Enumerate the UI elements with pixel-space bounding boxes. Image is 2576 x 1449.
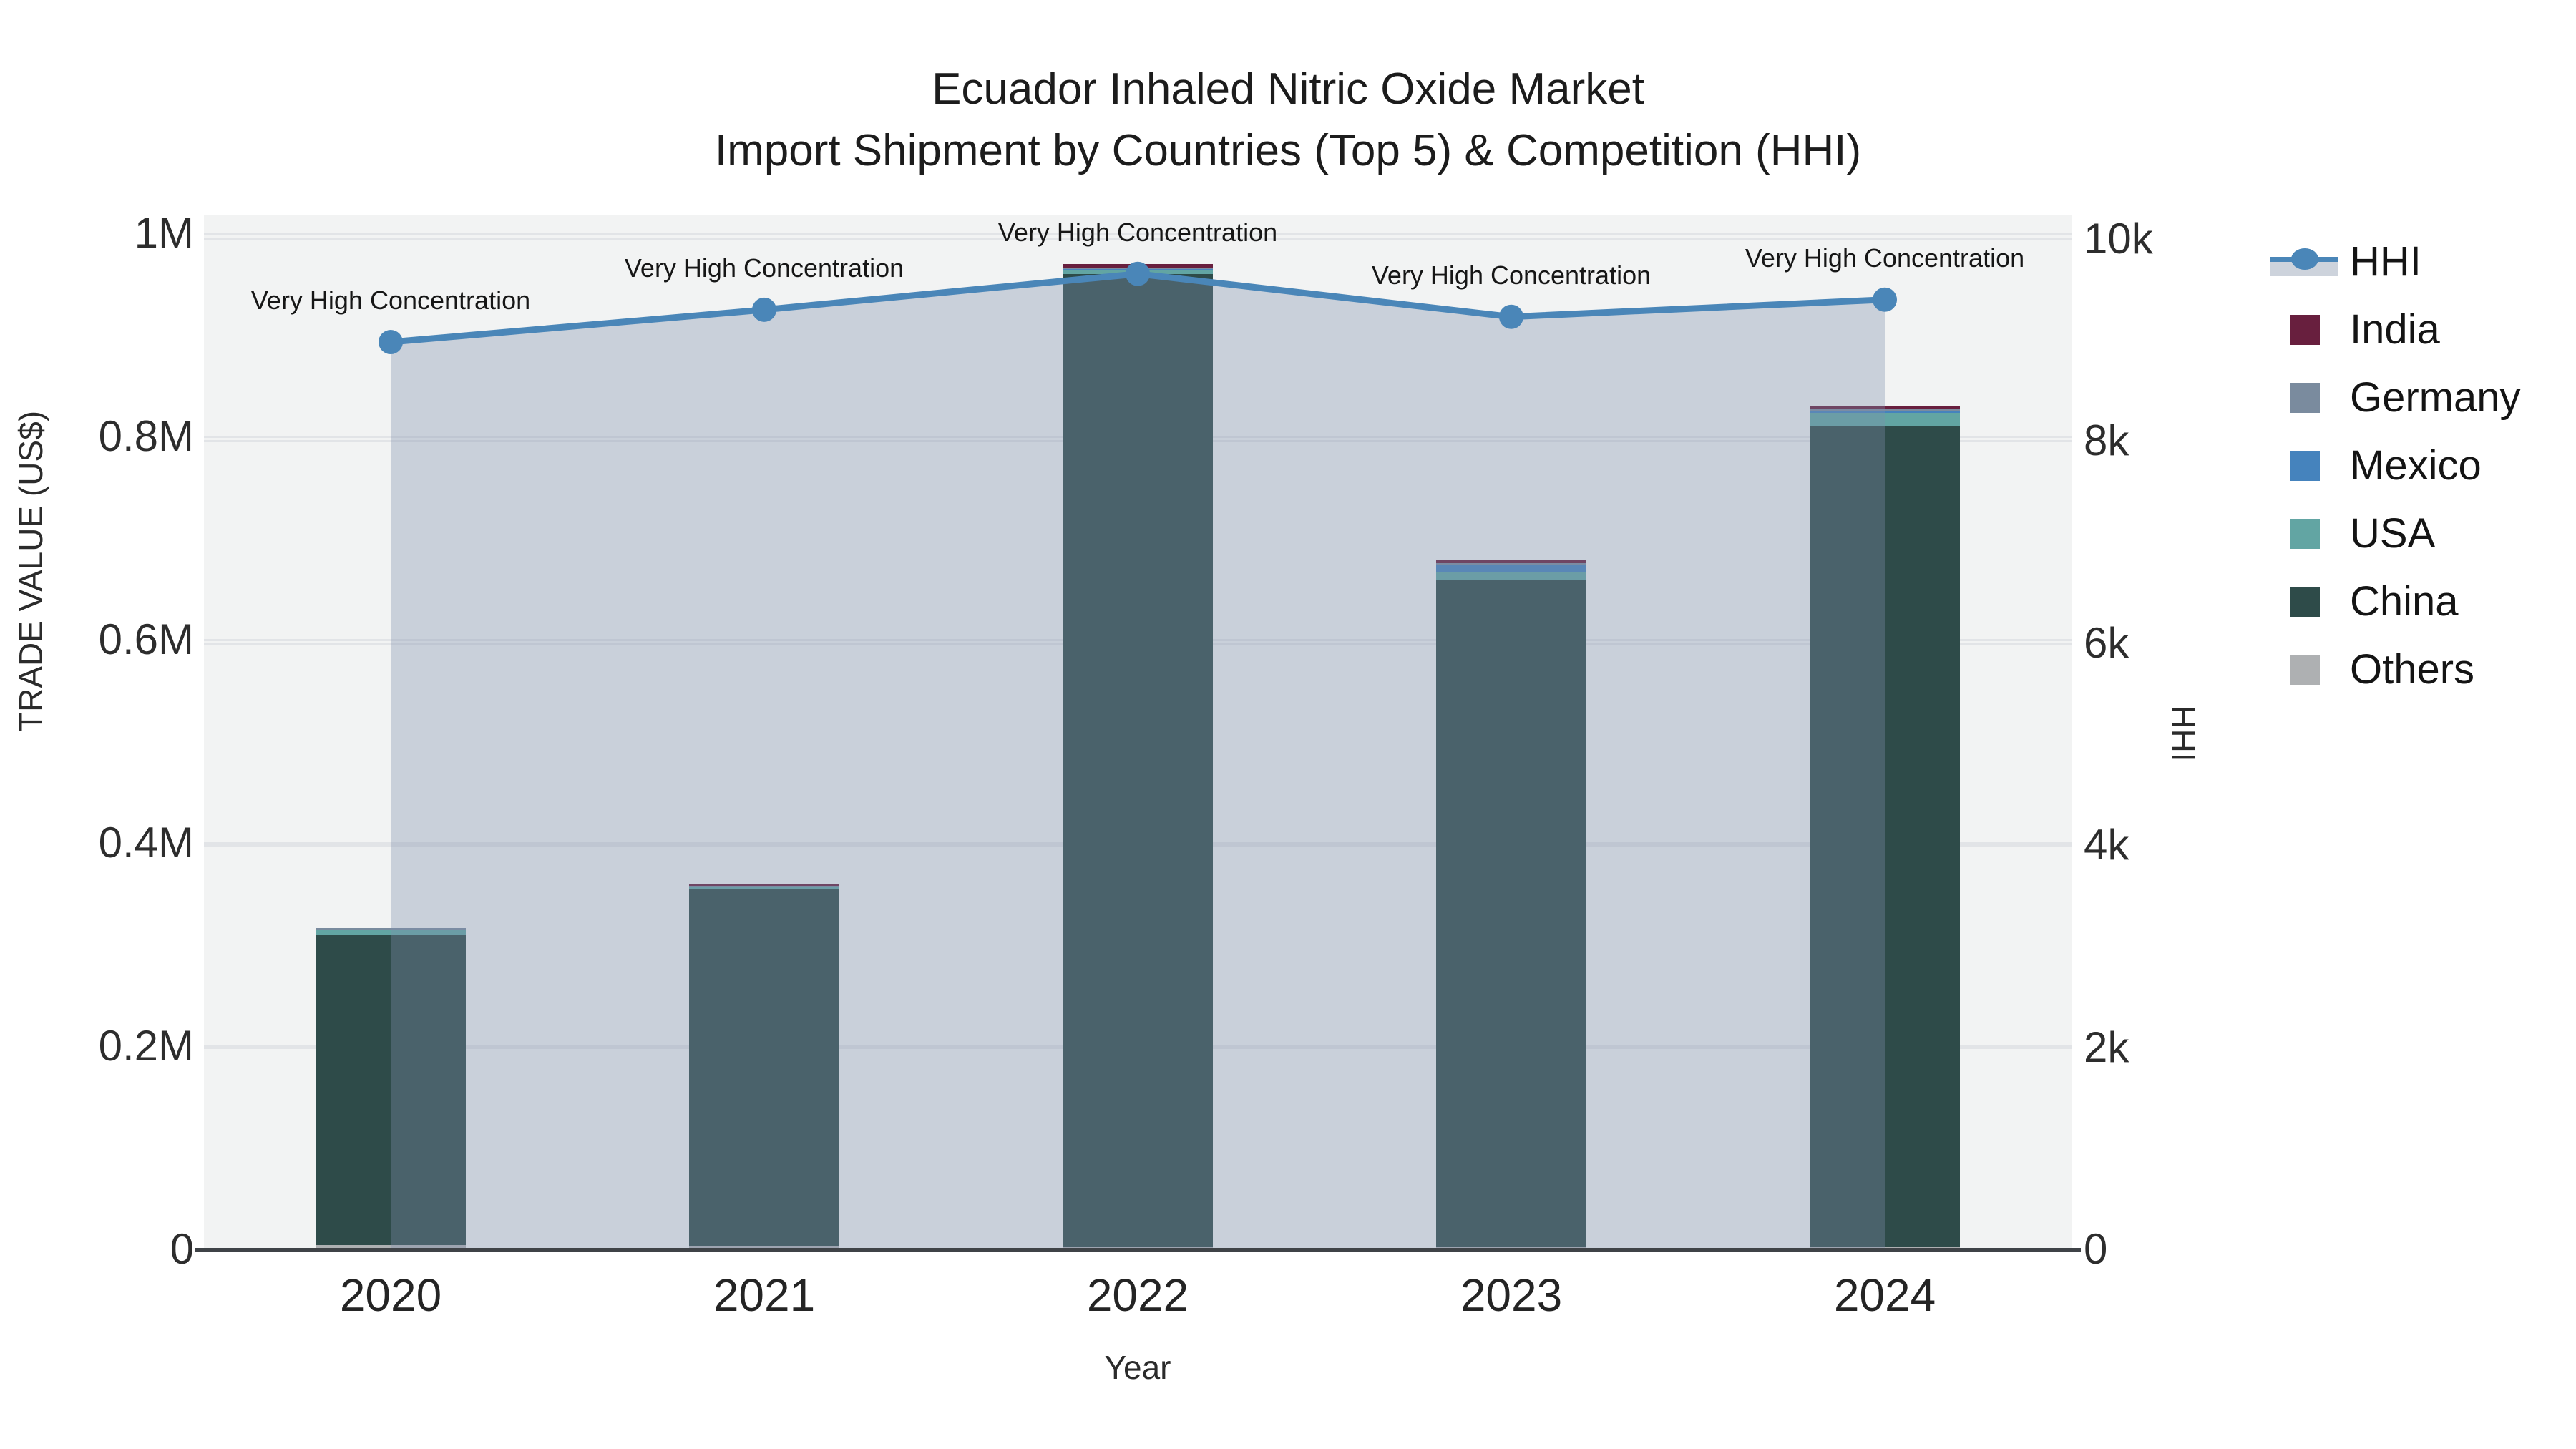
y-right-tick-2k: 2k	[2084, 1023, 2129, 1071]
x-tick-2024: 2024	[1833, 1269, 1936, 1321]
x-tick-2023: 2023	[1460, 1269, 1563, 1321]
legend-label-india: India	[2350, 306, 2440, 353]
bar-segment-2020-USA[interactable]	[316, 930, 466, 936]
hhi-marker-2021[interactable]	[752, 297, 776, 322]
y-right-tick-6k: 6k	[2084, 618, 2129, 667]
hhi-marker-2020[interactable]	[379, 330, 403, 355]
legend-item-india[interactable]: India	[2270, 296, 2521, 364]
y-left-tick-0.6M: 0.6M	[98, 615, 194, 663]
legend-color-swatch-icon	[2270, 431, 2341, 499]
y-left-tick-0.4M: 0.4M	[98, 819, 194, 867]
bar-2024[interactable]	[1810, 215, 1960, 1249]
bar-segment-2021-Germany[interactable]	[689, 886, 839, 887]
bar-segment-2021-USA[interactable]	[689, 887, 839, 889]
annotation-2023: Very High Concentration	[1371, 260, 1652, 290]
legend-swatch-mexico	[2290, 451, 2320, 481]
y-axis-right-title: HHI	[2165, 705, 2202, 762]
plot-area: Very High Concentration Very High Concent…	[204, 215, 2072, 1249]
annotation-2024: Very High Concentration	[1745, 243, 2025, 273]
x-tick-2022: 2022	[1086, 1269, 1189, 1321]
hhi-line-layer	[379, 261, 1897, 1249]
bar-2020[interactable]	[316, 215, 466, 1249]
legend-item-mexico[interactable]: Mexico	[2270, 431, 2521, 499]
bar-segment-2024-China[interactable]	[1810, 426, 1960, 1248]
legend-label-others: Others	[2350, 645, 2475, 693]
bar-2021[interactable]	[689, 215, 839, 1249]
legend-label-usa: USA	[2350, 509, 2436, 557]
chart-title-line1: Ecuador Inhaled Nitric Oxide Market	[932, 64, 1644, 114]
chart-title-line2: Import Shipment by Countries (Top 5) & C…	[714, 126, 1862, 175]
legend-label-germany: Germany	[2350, 374, 2521, 421]
legend-label-china: China	[2350, 577, 2459, 625]
bar-segment-2023-Mexico[interactable]	[1436, 564, 1586, 572]
legend-swatch-usa	[2290, 519, 2320, 549]
x-tick-2021: 2021	[713, 1269, 816, 1321]
y-right-tick-0: 0	[2084, 1225, 2108, 1273]
legend-item-germany[interactable]: Germany	[2270, 364, 2521, 431]
legend-item-usa[interactable]: USA	[2270, 499, 2521, 567]
gridline-left-1M	[204, 233, 2072, 235]
legend-color-swatch-icon	[2270, 296, 2341, 364]
legend-item-others[interactable]: Others	[2270, 635, 2521, 703]
legend-swatch-india	[2290, 315, 2320, 345]
annotation-2021: Very High Concentration	[624, 253, 904, 283]
bar-segment-2021-China[interactable]	[689, 888, 839, 1246]
legend-swatch-china	[2290, 587, 2320, 617]
y-left-tick-0.2M: 0.2M	[98, 1022, 194, 1070]
bar-2023[interactable]	[1436, 215, 1586, 1249]
legend-color-swatch-icon	[2270, 635, 2341, 703]
y-right-tick-8k: 8k	[2084, 416, 2129, 465]
bar-2022[interactable]	[1063, 215, 1213, 1249]
x-axis-line	[195, 1248, 2081, 1252]
hhi-marker-glyph	[2291, 248, 2318, 270]
hhi-area-fill	[391, 273, 1885, 1249]
gridline-right-10k	[204, 238, 2072, 240]
bar-segment-2024-Mexico[interactable]	[1810, 410, 1960, 414]
x-tick-2020: 2020	[339, 1269, 442, 1321]
legend-label-hhi: HHI	[2350, 238, 2421, 285]
bar-segment-2023-USA[interactable]	[1436, 571, 1586, 580]
hhi-marker-2022[interactable]	[1126, 261, 1150, 286]
bar-segment-2023-Germany[interactable]	[1436, 562, 1586, 565]
legend-color-swatch-icon	[2270, 567, 2341, 635]
bar-segment-2021-India[interactable]	[689, 883, 839, 887]
y-axis-left-title: TRADE VALUE (US$)	[12, 410, 49, 732]
bar-segment-2024-Germany[interactable]	[1810, 408, 1960, 411]
y-left-tick-0.8M: 0.8M	[98, 412, 194, 460]
bar-series-layer	[204, 215, 2072, 1249]
y-right-tick-4k: 4k	[2084, 821, 2129, 869]
bar-segment-2020-China[interactable]	[316, 935, 466, 1246]
legend-swatch-germany	[2290, 383, 2320, 413]
legend-item-hhi[interactable]: HHI	[2270, 228, 2521, 296]
annotation-2022: Very High Concentration	[997, 217, 1278, 247]
legend: HHI India Germany Mexico USA China Others	[2270, 228, 2521, 703]
legend-label-mexico: Mexico	[2350, 441, 2482, 489]
bar-segment-2021-Others[interactable]	[689, 1246, 839, 1249]
annotation-layer: Very High Concentration Very High Concent…	[204, 215, 2072, 1249]
bar-segment-2024-USA[interactable]	[1810, 413, 1960, 426]
y-left-tick-0: 0	[170, 1225, 194, 1273]
legend-color-swatch-icon	[2270, 499, 2341, 567]
legend-swatch-others	[2290, 655, 2320, 685]
annotation-2020: Very High Concentration	[250, 286, 531, 316]
bar-segment-2020-Others[interactable]	[316, 1245, 466, 1249]
legend-color-swatch-icon	[2270, 364, 2341, 431]
bar-segment-2020-Germany[interactable]	[316, 928, 466, 930]
hhi-line-swatch-icon	[2270, 228, 2341, 296]
bar-segment-2023-China[interactable]	[1436, 580, 1586, 1248]
bar-segment-2023-India[interactable]	[1436, 560, 1586, 563]
x-axis-title: Year	[1104, 1349, 1171, 1386]
bar-segment-2022-China[interactable]	[1063, 273, 1213, 1248]
legend-item-china[interactable]: China	[2270, 567, 2521, 635]
y-right-tick-10k: 10k	[2084, 215, 2153, 263]
hhi-marker-2023[interactable]	[1499, 304, 1523, 329]
bar-segment-2024-India[interactable]	[1810, 406, 1960, 409]
hhi-marker-2024[interactable]	[1873, 287, 1897, 312]
y-left-tick-1M: 1M	[134, 209, 194, 257]
